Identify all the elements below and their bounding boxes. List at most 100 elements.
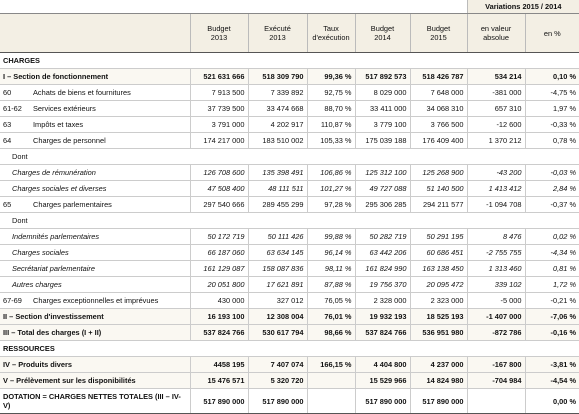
row: CHARGES	[0, 52, 579, 69]
value-cell: 0,10 %	[524, 68, 579, 85]
value-cell: 517 890 000	[247, 388, 307, 414]
row-label: Impôts et taxes	[30, 116, 190, 133]
value-cell: 2 328 000	[354, 292, 410, 309]
value-cell: -43 200	[466, 164, 526, 181]
value-cell: 0,02 %	[524, 228, 579, 245]
row-label: CHARGES	[0, 52, 579, 69]
row-code: 60	[0, 84, 30, 101]
row: Charges de rémunération 126 708 600 135 39…	[0, 164, 579, 181]
value-cell: 295 306 285	[354, 196, 410, 213]
value-cell: -0,37 %	[524, 196, 579, 213]
row: 63 Impôts et taxes 3 791 000 4 202 917 110,8…	[0, 116, 579, 133]
blank-cell	[0, 0, 190, 14]
value-cell: 99,36 %	[306, 68, 355, 85]
column-header: en %	[524, 13, 579, 53]
row-label: Charges de personnel	[30, 132, 190, 149]
value-cell: -7,06 %	[524, 308, 579, 325]
row: II – Section d'investissement 16 193 100 1…	[0, 308, 579, 325]
value-cell: 92,75 %	[306, 84, 355, 101]
row-code: 63	[0, 116, 30, 133]
value-cell: 517 890 000	[354, 388, 410, 414]
value-cell: 12 308 004	[247, 308, 307, 325]
value-cell: 7 407 074	[247, 356, 307, 373]
value-cell	[306, 372, 355, 389]
value-cell: 2 323 000	[409, 292, 468, 309]
value-cell: 1 413 412	[466, 180, 526, 197]
group-header-row: Variations 2015 / 2014	[0, 0, 579, 14]
value-cell: 98,66 %	[306, 324, 355, 341]
row: RESSOURCES	[0, 340, 579, 357]
value-cell: -381 000	[466, 84, 526, 101]
value-cell: 50 111 426	[247, 228, 307, 245]
row-label: Dont	[0, 148, 579, 165]
value-cell: 0,78 %	[524, 132, 579, 149]
value-cell	[466, 388, 526, 414]
value-cell: 63 634 145	[247, 244, 307, 261]
value-cell: -12 600	[466, 116, 526, 133]
value-cell	[306, 388, 355, 414]
blank-cell	[190, 0, 468, 14]
value-cell: -1 094 708	[466, 196, 526, 213]
row-label: Indemnités parlementaires	[0, 228, 190, 245]
value-cell: 18 525 193	[409, 308, 468, 325]
value-cell: 289 455 299	[247, 196, 307, 213]
value-cell: 16 193 100	[189, 308, 248, 325]
value-cell: 327 012	[247, 292, 307, 309]
value-cell: 110,87 %	[306, 116, 355, 133]
value-cell: 7 339 892	[247, 84, 307, 101]
row: IV – Produits divers 4458 195 7 407 074 166…	[0, 356, 579, 373]
value-cell: 125 312 100	[354, 164, 410, 181]
value-cell: 76,05 %	[306, 292, 355, 309]
column-header: Exécuté 2013	[247, 13, 307, 53]
column-header: Budget 2015	[409, 13, 468, 53]
value-cell: 19 756 370	[354, 276, 410, 293]
value-cell: 125 268 900	[409, 164, 468, 181]
value-cell: 126 708 600	[189, 164, 248, 181]
row: Charges sociales 66 187 060 63 634 145 96,1…	[0, 244, 579, 261]
value-cell: 517 892 573	[354, 68, 410, 85]
value-cell: 0,81 %	[524, 260, 579, 277]
value-cell: 4 237 000	[409, 356, 468, 373]
value-cell: 4 404 800	[354, 356, 410, 373]
value-cell: 521 631 666	[189, 68, 248, 85]
value-cell: 7 913 500	[189, 84, 248, 101]
row-label: Secrétariat parlementaire	[0, 260, 190, 277]
row: 67-69 Charges exceptionnelles et imprévue…	[0, 292, 579, 309]
value-cell: 63 442 206	[354, 244, 410, 261]
value-cell: 37 739 500	[189, 100, 248, 117]
row-label: Services extérieurs	[30, 100, 190, 117]
row: III – Total des charges (I + II) 537 824 …	[0, 324, 579, 341]
value-cell: 1 313 460	[466, 260, 526, 277]
value-cell: -4,34 %	[524, 244, 579, 261]
row-label: Autres charges	[0, 276, 190, 293]
value-cell: 88,70 %	[306, 100, 355, 117]
row: Autres charges 20 051 800 17 621 891 87,88 …	[0, 276, 579, 293]
value-cell: -2 755 755	[466, 244, 526, 261]
value-cell: 17 621 891	[247, 276, 307, 293]
value-cell: -5 000	[466, 292, 526, 309]
value-cell: -872 786	[466, 324, 526, 341]
value-cell: 430 000	[189, 292, 248, 309]
value-cell: 1,97 %	[524, 100, 579, 117]
row-label: RESSOURCES	[0, 340, 579, 357]
value-cell: 50 172 719	[189, 228, 248, 245]
value-cell: -704 984	[466, 372, 526, 389]
value-cell: 87,88 %	[306, 276, 355, 293]
value-cell: 294 211 577	[409, 196, 468, 213]
value-cell: 536 951 980	[409, 324, 468, 341]
row: Secrétariat parlementaire 161 129 087 158 …	[0, 260, 579, 277]
row-label: Charges sociales	[0, 244, 190, 261]
row-label: Achats de biens et fournitures	[30, 84, 190, 101]
row-label: DOTATION = CHARGES NETTES TOTALES (III –…	[0, 388, 190, 414]
value-cell: 20 095 472	[409, 276, 468, 293]
value-cell: 50 291 195	[409, 228, 468, 245]
value-cell: 518 426 787	[409, 68, 468, 85]
table-body: CHARGES I – Section de fonctionnement 521 …	[0, 52, 579, 414]
value-cell: 161 824 990	[354, 260, 410, 277]
row-label: V – Prélèvement sur les disponibilités	[0, 372, 190, 389]
row-label: Charges exceptionnelles et imprévues	[30, 292, 190, 309]
column-header: Taux d'exécution	[306, 13, 355, 53]
row-code: 67-69	[0, 292, 30, 309]
value-cell: 534 214	[466, 68, 526, 85]
